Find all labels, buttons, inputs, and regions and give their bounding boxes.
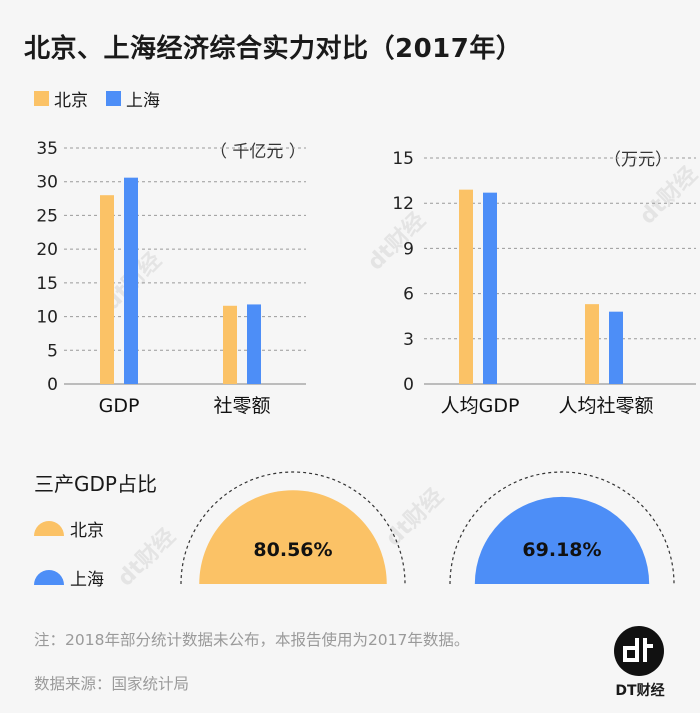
- bar-beijing: [585, 304, 599, 384]
- data-label: 80.56%: [253, 539, 332, 561]
- y-tick-label: 12: [392, 194, 414, 214]
- x-category-label: 人均社零额: [558, 395, 653, 417]
- y-tick-label: 10: [36, 308, 58, 328]
- y-tick-label: 0: [403, 375, 414, 395]
- semicircle-outline: [449, 471, 675, 585]
- y-tick-label: 30: [36, 173, 58, 193]
- dt-logo: [614, 626, 664, 676]
- pie-legend-label-beijing: 北京: [70, 521, 104, 541]
- left-chart-unit: （ 千亿元 ）: [210, 142, 306, 162]
- y-tick-label: 6: [403, 285, 414, 305]
- dt-logo-icon: [623, 638, 653, 662]
- bar-beijing: [100, 195, 114, 384]
- pie-legend-shanghai: 上海: [34, 565, 104, 590]
- semicircle-icon-beijing: [34, 521, 64, 536]
- semicircle-charts: 80.56% 69.18%: [180, 471, 675, 585]
- y-tick-label: 5: [47, 341, 58, 361]
- legend-label-shanghai: 上海: [126, 91, 160, 111]
- y-tick-label: 9: [403, 239, 414, 259]
- legend-swatch-shanghai: [106, 91, 121, 106]
- pie-legend-label-shanghai: 上海: [70, 570, 104, 590]
- x-category-label: GDP: [99, 395, 140, 417]
- y-tick-label: 35: [36, 139, 58, 159]
- bar-shanghai: [247, 304, 261, 384]
- footnote: 注：2018年部分统计数据未公布，本报告使用为2017年数据。: [34, 631, 470, 649]
- bar-shanghai: [609, 311, 623, 384]
- pie-legend-beijing: 北京: [34, 516, 104, 541]
- y-tick-label: 20: [36, 240, 58, 260]
- y-tick-label: 15: [36, 274, 58, 294]
- semicircle-shanghai: [474, 496, 650, 584]
- bar-shanghai: [124, 177, 138, 384]
- semicircle-icon-shanghai: [34, 570, 64, 585]
- bar-beijing: [459, 189, 473, 384]
- right-chart-unit: （万元）: [604, 150, 672, 170]
- semicircle-outline: [180, 471, 406, 585]
- y-tick-label: 0: [47, 375, 58, 395]
- y-tick-label: 25: [36, 206, 58, 226]
- legend-label-beijing: 北京: [54, 91, 88, 111]
- bar-beijing: [223, 305, 237, 384]
- y-tick-label: 3: [403, 330, 414, 350]
- x-category-label: 人均GDP: [441, 395, 520, 417]
- bar-charts: 0 5 10 15 20 25 30 35 GDP 社零额 0 3 6 9 12 15 人均GDP 人均社零额: [36, 139, 696, 417]
- semicircle-beijing: [199, 490, 387, 584]
- chart-title: 北京、上海经济综合实力对比（2017年）: [24, 34, 523, 64]
- y-tick-label: 15: [392, 149, 414, 169]
- data-source: 数据来源：国家统计局: [34, 675, 190, 693]
- legend-swatch-beijing: [34, 91, 49, 106]
- pie-section-title: 三产GDP占比: [34, 472, 157, 496]
- legend: 北京 上海: [34, 86, 178, 111]
- bar-shanghai: [483, 192, 497, 384]
- logo-text: DT财经: [615, 683, 665, 699]
- x-category-label: 社零额: [213, 395, 270, 417]
- data-label: 69.18%: [522, 539, 601, 561]
